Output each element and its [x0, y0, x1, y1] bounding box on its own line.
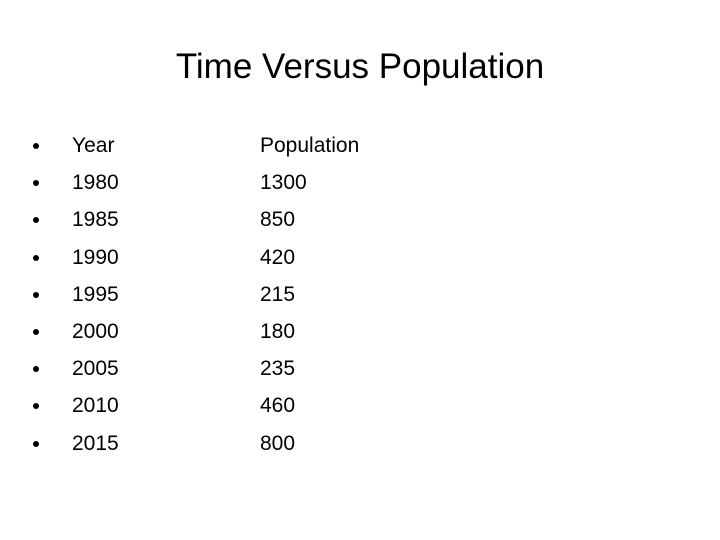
cell: 1995	[72, 282, 119, 306]
slide-title: Time Versus Population	[175, 47, 545, 86]
cell: 1990	[72, 245, 119, 269]
cell: 850	[260, 208, 296, 232]
table-row: 2005 235	[0, 350, 720, 387]
bullet-list: Year Population 1980 1300 1985 850 1990 420 1995…	[0, 127, 720, 462]
cell: 235	[260, 357, 296, 381]
table-row: 1990 420	[0, 239, 720, 276]
table-row: 1995 215	[0, 276, 720, 313]
cell: 1980	[72, 171, 119, 195]
cell: 180	[260, 319, 296, 343]
table-row: 1980 1300	[0, 164, 720, 201]
table-row: 1985 850	[0, 201, 720, 238]
cell: 2005	[72, 357, 119, 381]
cell: 2010	[72, 394, 119, 418]
cell: 2015	[72, 431, 119, 455]
cell: 2000	[72, 319, 119, 343]
cell: 215	[260, 282, 296, 306]
table-row: 2010 460	[0, 387, 720, 424]
table-row: 2000 180	[0, 313, 720, 350]
cell: 420	[260, 245, 296, 269]
header-row: Year Population	[0, 127, 720, 164]
table-row: 2015 800	[0, 425, 720, 462]
cell: 460	[260, 394, 296, 418]
cell: Population	[260, 134, 360, 157]
cell: 1300	[260, 171, 307, 195]
cell: 800	[260, 431, 296, 455]
cell: Year	[72, 134, 115, 157]
cell: 1985	[72, 208, 119, 232]
